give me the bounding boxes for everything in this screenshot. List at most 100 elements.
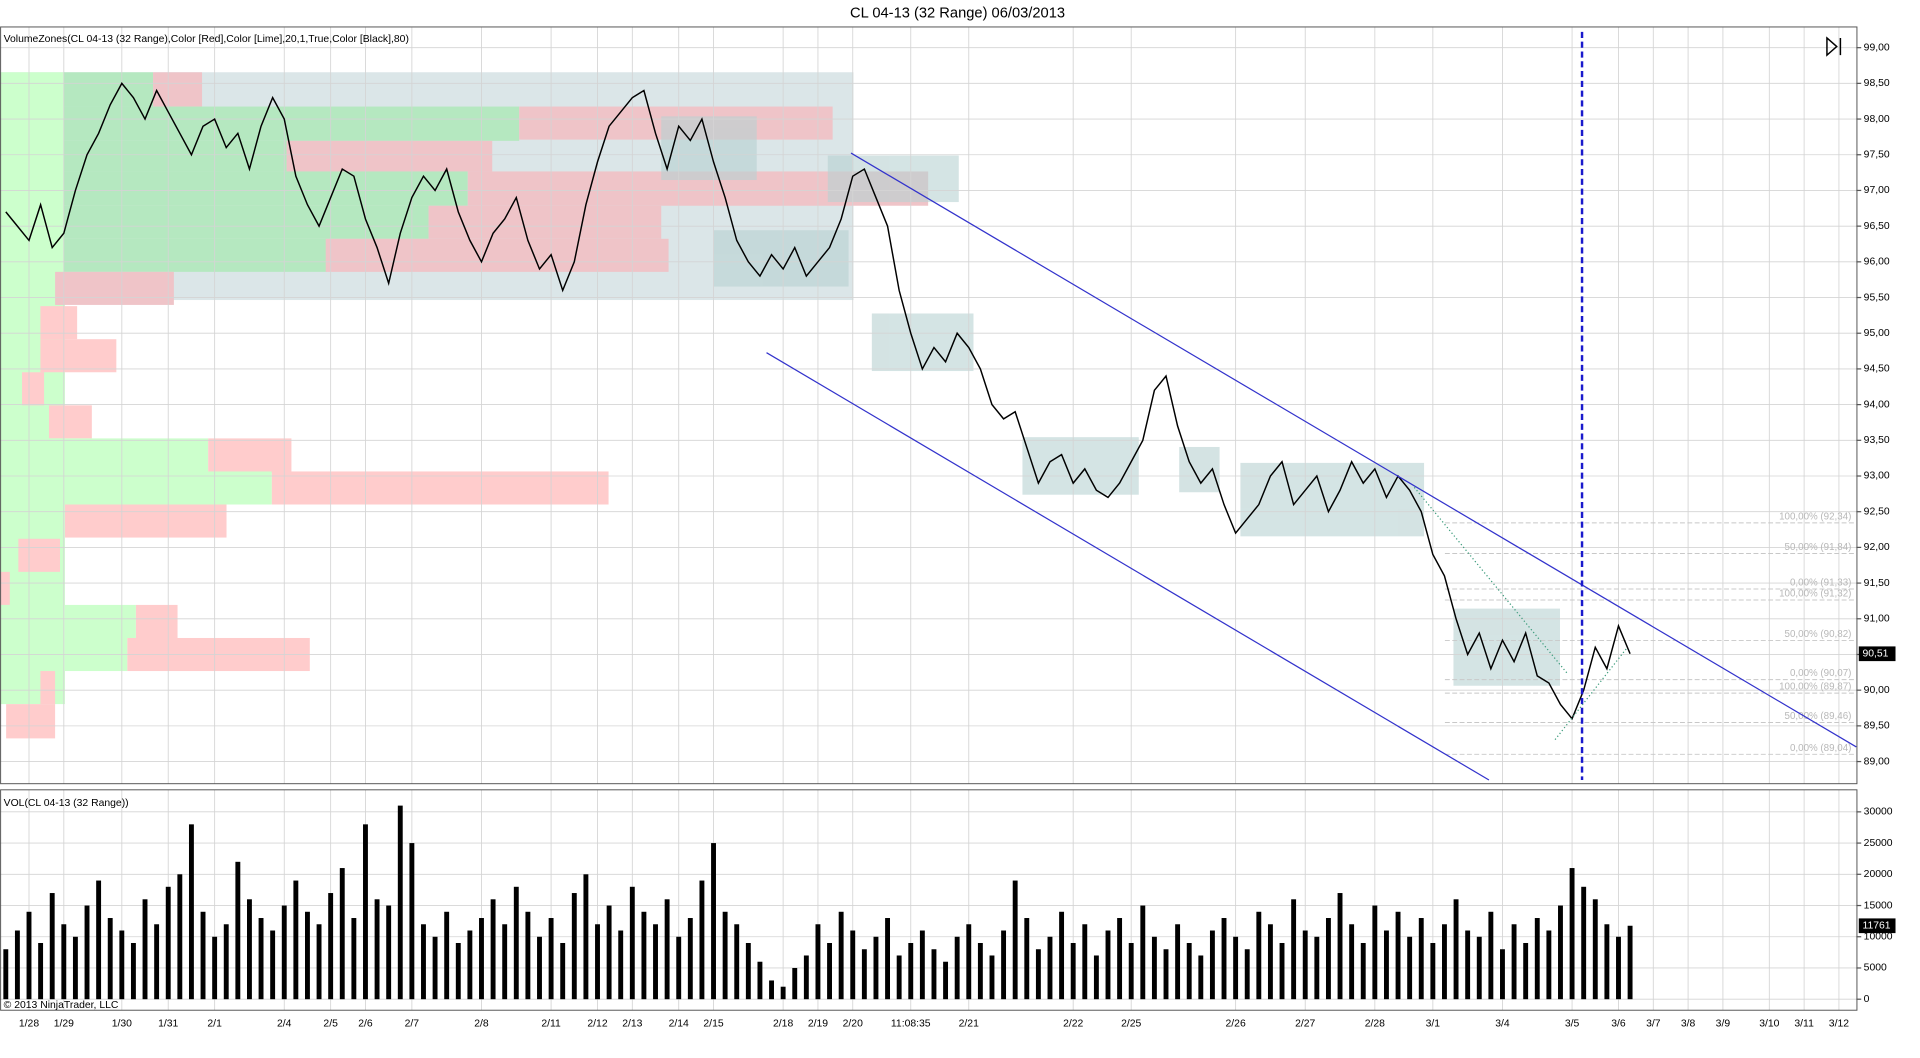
volume-bar: [769, 980, 774, 1000]
volume-bar: [1407, 936, 1413, 1000]
y-tick-label: 90,00: [1864, 685, 1890, 696]
indicator-label: VolumeZones(CL 04-13 (32 Range),Color [R…: [4, 34, 409, 45]
x-tick-label: 2/4: [277, 1018, 292, 1029]
fib-label: 100,00% (89,87): [1779, 682, 1851, 693]
fib-label: 0,00% (91,33): [1790, 577, 1851, 588]
volume-bar: [130, 942, 136, 1000]
x-tick-label: 2/21: [959, 1018, 979, 1029]
x-tick-label: 3/11: [1794, 1018, 1814, 1029]
zone: [63, 72, 154, 107]
x-tick-label: 2/20: [843, 1018, 863, 1029]
zone: [18, 538, 60, 572]
y-tick-label: 96,50: [1864, 221, 1890, 232]
zone: [6, 704, 56, 739]
volume-bar: [850, 930, 856, 1000]
volume-bar: [1070, 942, 1076, 1000]
volume-bar: [687, 918, 693, 1000]
volume-bar: [954, 936, 960, 1000]
volume-bar: [629, 886, 635, 1000]
zone: [0, 571, 10, 605]
volume-panel-frame: [0, 789, 1858, 1011]
volume-bar: [1175, 924, 1181, 1000]
zone: [55, 271, 174, 305]
fib-trend: [1554, 648, 1627, 740]
zone: [325, 238, 669, 272]
volume-bar: [1604, 924, 1610, 1000]
fib-label: 100,00% (92,34): [1779, 511, 1851, 522]
volume-bar: [374, 899, 380, 1000]
x-tick-label: 11:08:35: [891, 1018, 931, 1029]
volume-bar: [676, 936, 682, 1000]
volume-bar: [966, 924, 972, 1000]
volume-bar: [1059, 911, 1065, 1000]
price-line: [5, 82, 1631, 721]
y-tick-label: 95,00: [1864, 328, 1890, 339]
volume-bar: [421, 924, 426, 1000]
x-tick-label: 2/14: [669, 1018, 689, 1029]
volume-bar: [1221, 918, 1227, 1000]
last-price-box: [1858, 646, 1896, 662]
x-tick-label: 2/15: [703, 1018, 723, 1029]
x-tick-label: 2/26: [1226, 1018, 1246, 1029]
channel-line: [766, 352, 1490, 781]
zone: [63, 106, 520, 141]
y-tick-label: 94,00: [1864, 399, 1890, 410]
zone: [63, 205, 429, 239]
x-tick-label: 2/27: [1295, 1018, 1315, 1029]
volume-bar: [664, 899, 670, 1000]
zone: [661, 116, 757, 181]
volume-bar: [1256, 911, 1262, 1000]
volume-bar: [780, 986, 786, 1000]
volume-bar: [1476, 936, 1482, 1000]
volume-bar: [513, 886, 519, 1000]
panel-toggle-icon[interactable]: [1826, 36, 1842, 57]
x-tick-label: 2/11: [541, 1018, 561, 1029]
last-price-label: 90,51: [1862, 649, 1888, 660]
volume-bar: [606, 905, 612, 1000]
x-tick-label: 2/6: [358, 1018, 373, 1029]
volume-bar: [1592, 899, 1598, 1000]
zone: [0, 471, 272, 505]
zone: [208, 438, 292, 473]
volume-bar: [1001, 930, 1007, 1000]
volume-bar: [455, 942, 461, 1000]
volume-bar: [977, 942, 983, 1000]
volume-bar: [722, 911, 728, 1000]
volume-bar: [1534, 918, 1540, 1000]
volume-bar: [177, 874, 183, 1000]
zone: [48, 405, 92, 439]
volume-bar: [479, 918, 484, 1000]
volume-bar: [1627, 925, 1633, 1000]
volume-bar: [1198, 955, 1204, 1000]
zone: [428, 205, 662, 239]
volume-bar: [1291, 899, 1297, 1000]
volume-bar: [1523, 942, 1529, 1000]
volume-bar: [803, 955, 809, 1000]
y-tick-label: 98,50: [1864, 78, 1890, 89]
y-tick-label: 20000: [1864, 869, 1893, 880]
volume-bar: [595, 924, 600, 1000]
x-tick-label: 3/7: [1646, 1018, 1661, 1029]
last-volume-box: [1858, 918, 1896, 934]
volume-bar: [885, 918, 891, 1000]
x-tick-label: 2/18: [773, 1018, 793, 1029]
x-tick-label: 1/30: [112, 1018, 132, 1029]
zone: [1179, 446, 1220, 493]
volume-bar: [1082, 924, 1088, 1000]
volume-bar: [838, 911, 844, 1000]
x-tick-label: 2/25: [1121, 1018, 1141, 1029]
volume-bar: [1267, 924, 1273, 1000]
volume-bar: [96, 880, 102, 1000]
volume-bar: [212, 936, 218, 1000]
volume-bar: [61, 924, 67, 1000]
y-tick-label: 15000: [1864, 900, 1893, 911]
fib-label: 50,00% (91,84): [1785, 542, 1852, 553]
channel-line: [850, 152, 1857, 748]
x-tick-label: 3/4: [1495, 1018, 1510, 1029]
volume-bar: [1500, 949, 1505, 1000]
volume-bar: [467, 930, 473, 1000]
zone: [63, 238, 327, 272]
x-tick-label: 1/29: [54, 1018, 74, 1029]
volume-bar: [1511, 924, 1517, 1000]
data-layer: 90,51 11761: [3, 82, 1896, 1000]
